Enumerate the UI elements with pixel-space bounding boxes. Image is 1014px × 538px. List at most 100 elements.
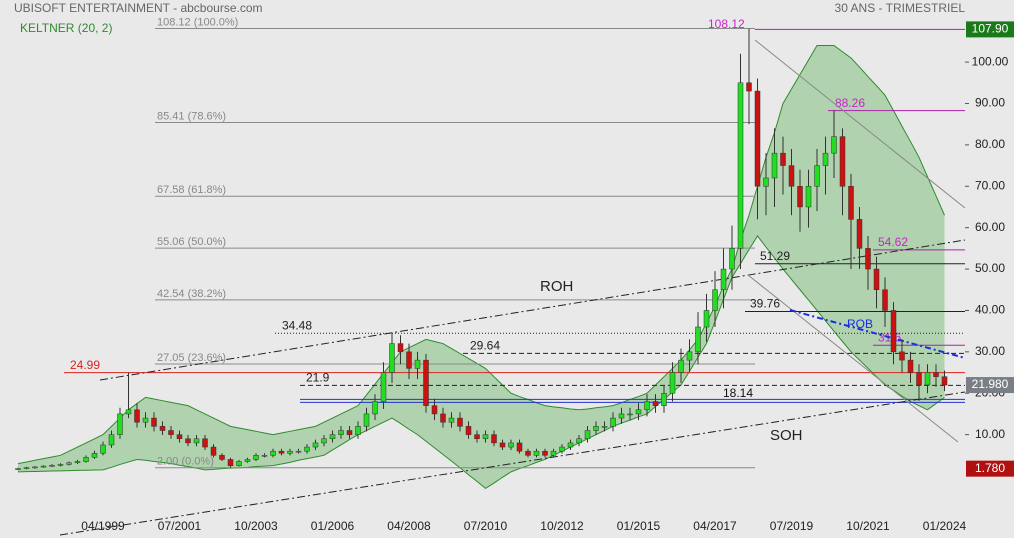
fib-label: 27.05 (23.6%): [157, 352, 226, 364]
x-tick-label: 07/2001: [158, 519, 202, 533]
candle-body: [737, 82, 744, 249]
candle-body: [159, 426, 166, 431]
level-label: 29.64: [470, 339, 500, 353]
x-tick-label: 01/2015: [617, 519, 661, 533]
candle-body: [712, 289, 718, 311]
candle-body: [550, 450, 557, 456]
legend-entry: KELTNER (20, 2): [20, 21, 112, 35]
candle-body: [482, 434, 489, 440]
candle-body: [865, 248, 871, 270]
x-tick-label: 10/2003: [234, 519, 278, 533]
candle-body: [423, 359, 429, 406]
candle-body: [601, 426, 608, 428]
candle-body: [210, 446, 217, 456]
candle-body: [32, 466, 38, 469]
candle-body: [686, 351, 693, 361]
candle-body: [678, 359, 684, 373]
candle-body: [380, 372, 387, 402]
fib-label: 108.12 (100.0%): [157, 16, 238, 28]
level-label: 34.48: [282, 318, 312, 332]
candle-body: [703, 310, 710, 328]
candle-body: [176, 434, 183, 440]
candle-body: [346, 430, 353, 435]
candle-body: [805, 186, 812, 208]
fib-label: 85.41 (78.6%): [157, 110, 226, 122]
y-tick-label: 70.00: [975, 178, 1005, 192]
candle-body: [516, 442, 523, 452]
candle-body: [618, 413, 625, 419]
x-tick-label: 01/2006: [311, 519, 355, 533]
candle-body: [338, 430, 344, 435]
candle-body: [397, 343, 404, 353]
x-tick-label: 07/2010: [464, 519, 508, 533]
candle-body: [542, 450, 548, 456]
x-tick-label: 10/2012: [540, 519, 584, 533]
candle-body: [329, 434, 336, 440]
candle-body: [907, 359, 914, 373]
candle-body: [236, 461, 242, 466]
candle-body: [193, 438, 200, 444]
fib-label: 42.54 (38.2%): [157, 288, 226, 300]
candle-body: [635, 409, 642, 415]
x-tick-label: 01/2024: [923, 519, 967, 533]
candle-body: [117, 413, 123, 435]
x-tick-label: 04/2008: [387, 519, 431, 533]
candle-body: [499, 442, 506, 448]
annotation: ROB: [847, 317, 873, 331]
candle-body: [270, 450, 276, 456]
candle-body: [125, 409, 132, 415]
candle-body: [729, 248, 735, 270]
x-tick-label: 04/1999: [81, 519, 125, 533]
candle-body: [57, 464, 64, 466]
candle-body: [661, 392, 667, 406]
candle-body: [406, 351, 412, 369]
candle-body: [533, 450, 540, 456]
candle-body: [933, 372, 939, 377]
candle-body: [856, 219, 863, 249]
candle-body: [66, 462, 72, 465]
candle-body: [754, 90, 761, 187]
candle-body: [814, 165, 820, 187]
candle-body: [610, 417, 616, 427]
trendline-layer: [59, 39, 966, 536]
chart-title: UBISOFT ENTERTAINMENT - abcbourse.com: [14, 1, 263, 15]
channel-line: [747, 274, 959, 443]
candle-body: [253, 455, 259, 460]
candle-body: [593, 426, 599, 431]
candle-body: [202, 438, 208, 448]
candle-body: [15, 468, 21, 470]
candle-body: [363, 413, 370, 427]
level-label: 54.62: [878, 235, 908, 249]
candle-body: [321, 438, 327, 444]
candle-body: [669, 372, 676, 394]
level-label: 24.99: [70, 358, 100, 372]
y-tick-label: 60.00: [975, 220, 1005, 234]
candle-body: [100, 444, 106, 454]
candle-body: [134, 409, 140, 423]
keltner-lower: [17, 235, 945, 490]
candle-body: [831, 136, 837, 154]
candle-body: [287, 450, 293, 454]
price-badge-label: 107.90: [972, 22, 1009, 36]
candle-body: [74, 461, 81, 464]
candle-body: [457, 417, 463, 427]
candle-body: [848, 186, 854, 220]
candle-body: [746, 82, 752, 92]
candle-body: [941, 376, 948, 386]
candle-body: [788, 165, 795, 187]
annotation: ROH: [540, 278, 573, 295]
candle-body: [23, 467, 30, 469]
candle-body: [91, 453, 98, 458]
y-tick-label: 10.00: [975, 427, 1005, 441]
candle-body: [227, 459, 234, 466]
candle-body: [890, 310, 897, 353]
candle-body: [882, 289, 888, 311]
y-tick-label: 50.00: [975, 261, 1005, 275]
candle-body: [465, 426, 472, 435]
candle-body: [652, 401, 659, 406]
trendline-roh: [99, 239, 966, 381]
candle-body: [627, 413, 633, 416]
price-badge: [966, 377, 1014, 394]
candle-body: [40, 465, 47, 468]
